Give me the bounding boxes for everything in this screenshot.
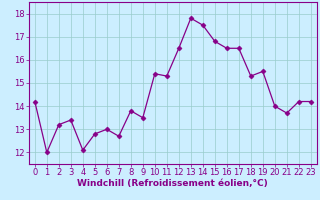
X-axis label: Windchill (Refroidissement éolien,°C): Windchill (Refroidissement éolien,°C) xyxy=(77,179,268,188)
